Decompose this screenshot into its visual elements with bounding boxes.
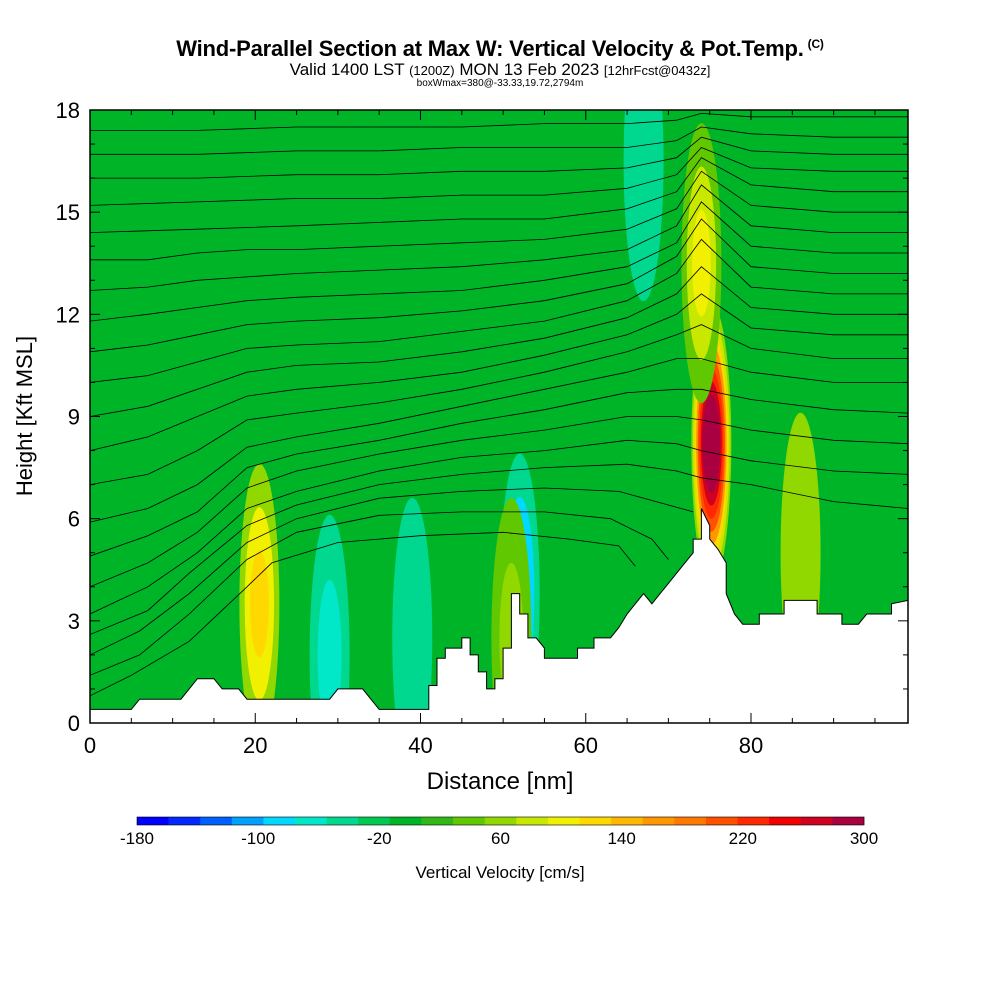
x-axis-label: Distance [nm] (426, 768, 574, 795)
colorbar-tick-label: -180 (120, 829, 154, 848)
colorbar-tick-label: -20 (367, 829, 392, 848)
colorbar-label: Vertical Velocity [cm/s] (415, 863, 585, 882)
colorbar-swatch (769, 817, 802, 825)
x-tick-label: 60 (574, 733, 598, 758)
isentrope-line (90, 201, 908, 322)
velocity-contour-band (250, 550, 269, 658)
colorbar-swatch (800, 817, 833, 825)
velocity-contour-band (692, 209, 711, 317)
y-axis-label: Height [Kft MSL] (12, 335, 37, 497)
isentrope-line (90, 511, 669, 676)
isentrope-line (90, 358, 908, 523)
y-tick-label: 9 (68, 405, 80, 430)
colorbar-tick-label: 300 (850, 829, 878, 848)
isentrope-line (90, 136, 908, 179)
y-tick-label: 0 (68, 711, 80, 736)
isentrope-line (90, 218, 908, 353)
isentrope-line (90, 170, 908, 261)
isentrope-line (90, 238, 908, 383)
y-tick-label: 15 (56, 200, 80, 225)
isentrope-line (90, 112, 908, 131)
chart-title-text: Wind-Parallel Section at Max W: Vertical… (176, 36, 804, 61)
colorbar-swatch (611, 817, 644, 825)
isentrope-line (90, 184, 908, 291)
x-tick-label: 20 (243, 733, 267, 758)
isentrope-line (90, 266, 908, 417)
isentrope-line (90, 147, 908, 206)
colorbar-swatch (168, 817, 201, 825)
isentrope-line (90, 531, 636, 697)
colorbar-swatch (579, 817, 612, 825)
colorbar-swatch (674, 817, 707, 825)
isentrope-line (90, 126, 908, 155)
box-info: boxWmax=380@-33.33,19.72,2794m (416, 78, 584, 89)
colorbar-swatch (547, 817, 580, 825)
colorbar-frame (136, 816, 865, 826)
colorbar-swatch (421, 817, 454, 825)
colorbar-tick-label: 60 (491, 829, 510, 848)
downdraft-cell (623, 110, 664, 302)
colorbar-swatch (263, 817, 296, 825)
colorbar-swatch (295, 817, 327, 825)
y-tick-label: 12 (56, 302, 80, 327)
x-tick-label: 40 (408, 733, 432, 758)
y-tick-label: 18 (56, 98, 80, 123)
forecast-info: [12hrFcst@0432z] (603, 63, 711, 78)
colorbar-swatch (705, 817, 738, 825)
colorbar-swatch (326, 817, 359, 825)
velocity-contour-band (623, 110, 664, 302)
isentrope-line (90, 463, 908, 635)
copyright-mark: (C) (807, 37, 824, 51)
updraft-cell (239, 463, 280, 723)
isentrope-line (90, 439, 908, 615)
velocity-contour-band (392, 497, 433, 723)
colorbar-swatch (484, 817, 517, 825)
x-tick-label: 0 (84, 733, 96, 758)
colorbar-swatch (642, 817, 675, 825)
terrain-mask (89, 508, 909, 724)
downdraft-cell (309, 514, 350, 723)
colorbar-tick-label: -100 (241, 829, 275, 848)
axes: 0 20 40 60 80 0 3 6 9 12 15 18 (56, 98, 908, 758)
colorbar-swatch (137, 817, 169, 825)
colorbar-swatch (389, 817, 422, 825)
colorbar-tick-label: 140 (607, 829, 635, 848)
colorbar-swatch (358, 817, 391, 825)
chart-title: Wind-Parallel Section at Max W: Vertical… (0, 36, 1000, 62)
isentrope-line (90, 157, 908, 233)
x-tick-label: 80 (739, 733, 763, 758)
colorbar-tick-label: 220 (729, 829, 757, 848)
velocity-contour-band (317, 579, 342, 723)
isentrope-line (90, 324, 908, 485)
colorbar-swatch (453, 817, 485, 825)
valid-time: Valid 1400 LST (289, 60, 405, 79)
chart-subtitle: Valid 1400 LST (1200Z) MON 13 Feb 2023 [… (0, 60, 1000, 80)
velocity-contour-band (705, 420, 717, 467)
downdraft-cell (392, 497, 433, 723)
isentrope-line (90, 293, 908, 451)
colorbar-swatch (516, 817, 549, 825)
colorbar-swatch (231, 817, 264, 825)
y-tick-label: 3 (68, 609, 80, 634)
isentrope-line (90, 388, 908, 557)
colorbar-swatch (832, 817, 865, 825)
colorbar-swatch (737, 817, 770, 825)
valid-time-utc: (1200Z) (409, 63, 455, 78)
isentrope-line (90, 416, 908, 588)
y-tick-label: 6 (68, 507, 80, 532)
isentrope-line (90, 487, 694, 656)
valid-date: MON 13 Feb 2023 (459, 60, 600, 79)
colorbar: -180 -100 -20 60 140 220 300 (120, 816, 878, 848)
potential-temperature-contours (90, 112, 908, 697)
colorbar-swatch (200, 817, 233, 825)
